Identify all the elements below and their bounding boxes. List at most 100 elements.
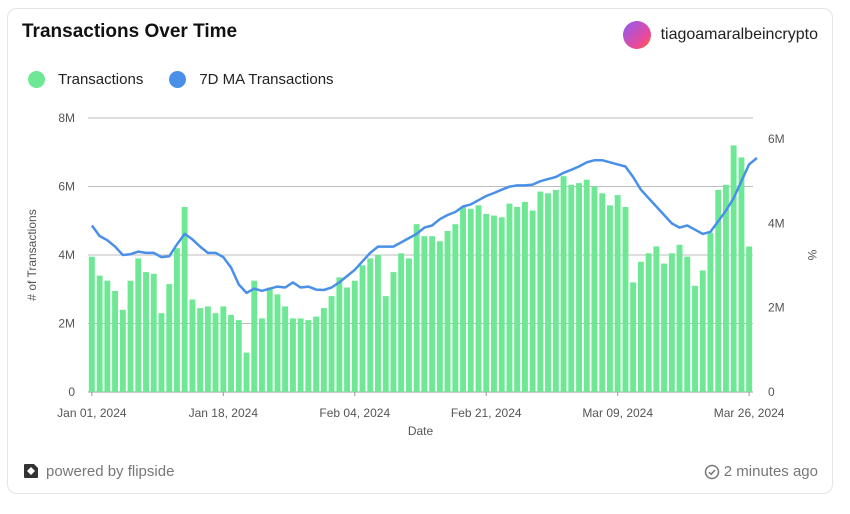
bar xyxy=(491,215,497,392)
x-tick-label: Mar 26, 2024 xyxy=(714,406,785,420)
bar xyxy=(150,273,157,392)
bar xyxy=(375,255,381,392)
legend-label-transactions: Transactions xyxy=(58,71,144,88)
avatar xyxy=(622,21,651,49)
bar xyxy=(498,217,505,392)
bar xyxy=(436,241,443,392)
chart-card: Transactions Over Time tiagoamaralbeincr… xyxy=(7,8,833,494)
bar xyxy=(460,207,466,392)
x-tick-label: Jan 18, 2024 xyxy=(189,406,259,420)
bar xyxy=(537,191,544,392)
check-circle-icon xyxy=(704,464,720,479)
bar xyxy=(282,306,289,392)
bar xyxy=(630,282,637,392)
bar xyxy=(661,263,667,392)
bar xyxy=(367,258,374,392)
bar xyxy=(336,277,343,392)
bar xyxy=(684,256,691,392)
bar xyxy=(88,256,95,392)
bar xyxy=(328,296,335,392)
bar xyxy=(429,236,436,392)
ma-line xyxy=(90,157,758,295)
bar xyxy=(158,313,165,392)
bar xyxy=(406,258,412,392)
powered-by-label: powered by flipside xyxy=(46,462,175,480)
bar xyxy=(243,352,250,392)
bar xyxy=(297,318,304,392)
x-axis-label: Date xyxy=(408,424,434,438)
bar xyxy=(522,201,528,392)
x-tick-label: Feb 21, 2024 xyxy=(451,406,522,420)
bar xyxy=(344,287,350,392)
bar xyxy=(266,287,273,392)
bar xyxy=(467,208,474,392)
bar xyxy=(259,318,265,392)
username: tiagoamaralbeincrypto xyxy=(660,26,818,43)
bar xyxy=(204,306,211,392)
y-tick-label: 2M xyxy=(58,317,75,331)
bar xyxy=(529,210,536,392)
bar xyxy=(174,248,180,392)
bar xyxy=(483,213,490,392)
bar xyxy=(645,253,652,392)
legend: Transactions 7D MA Transactions xyxy=(28,71,360,88)
legend-swatch-ma xyxy=(169,71,187,88)
bar xyxy=(413,224,420,392)
bar xyxy=(228,314,234,392)
y-tick-label: 0 xyxy=(68,385,75,399)
bar xyxy=(723,184,729,392)
bar xyxy=(614,195,621,392)
bar xyxy=(421,236,428,392)
flipside-logo-icon xyxy=(24,464,38,478)
bar xyxy=(235,320,242,392)
bar xyxy=(568,184,575,392)
y-tick-label: 4M xyxy=(58,248,75,262)
powered-by-link[interactable]: powered by flipside xyxy=(22,462,174,480)
bar xyxy=(313,316,320,392)
bar xyxy=(653,246,660,392)
bar xyxy=(514,207,521,392)
bar xyxy=(475,205,482,392)
bar xyxy=(135,258,142,392)
legend-swatch-transactions xyxy=(28,71,45,88)
bar xyxy=(545,193,551,392)
bar xyxy=(212,313,219,392)
bar xyxy=(591,186,598,392)
bar xyxy=(305,320,312,392)
bar xyxy=(738,157,745,392)
legend-item-transactions[interactable]: Transactions xyxy=(28,71,143,88)
x-tick-label: Mar 09, 2024 xyxy=(582,406,653,420)
bar xyxy=(746,246,753,392)
bar xyxy=(359,265,366,392)
y-tick-label: 8M xyxy=(58,111,75,125)
x-tick-label: Jan 01, 2024 xyxy=(57,406,127,420)
bar xyxy=(552,189,559,392)
bar xyxy=(398,253,405,392)
y2-tick-label: 4M xyxy=(768,216,785,230)
bar xyxy=(197,308,204,392)
bar xyxy=(220,306,227,392)
y2-tick-label: 2M xyxy=(768,301,785,315)
bar xyxy=(622,207,629,392)
chart-title: Transactions Over Time xyxy=(22,21,238,42)
bar xyxy=(707,232,714,392)
user-badge[interactable]: tiagoamaralbeincrypto xyxy=(622,21,818,49)
bar xyxy=(444,231,451,392)
bar xyxy=(320,308,327,392)
y2-axis-label: % xyxy=(805,250,819,261)
bar xyxy=(692,285,698,392)
bar xyxy=(699,270,706,392)
bar xyxy=(96,275,103,392)
x-tick-label: Feb 04, 2024 xyxy=(319,406,390,420)
y2-tick-label: 6M xyxy=(768,132,785,146)
bar xyxy=(506,203,513,392)
bar xyxy=(715,189,722,392)
updated-label: 2 minutes ago xyxy=(723,463,818,480)
bar xyxy=(290,318,296,392)
bar xyxy=(189,299,196,392)
bar xyxy=(127,280,134,392)
y-tick-label: 6M xyxy=(58,180,75,194)
bar xyxy=(274,294,281,392)
legend-item-ma[interactable]: 7D MA Transactions xyxy=(169,71,334,88)
bar xyxy=(166,284,173,392)
